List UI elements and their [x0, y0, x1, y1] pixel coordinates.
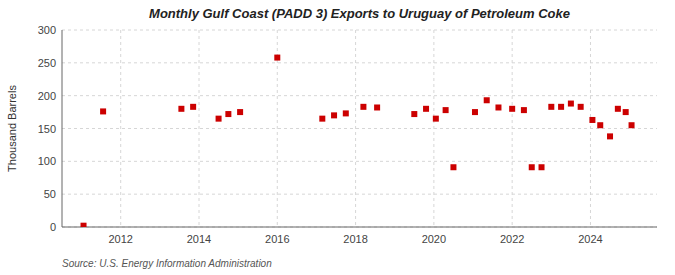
point	[597, 122, 603, 128]
y-grid-line	[62, 95, 657, 96]
point	[360, 104, 366, 110]
point	[495, 104, 501, 110]
point	[225, 111, 231, 117]
x-tick-label: 2014	[187, 233, 211, 245]
x-grid-line	[355, 30, 356, 227]
point	[190, 104, 196, 110]
x-tick-label: 2012	[108, 233, 132, 245]
point	[548, 104, 554, 110]
x-tick-label: 2024	[578, 233, 602, 245]
plot-area	[62, 30, 657, 227]
point	[558, 104, 564, 110]
y-tick-label: 150	[38, 123, 56, 135]
grid	[62, 30, 657, 227]
point	[274, 55, 280, 61]
point	[529, 164, 535, 170]
y-tick-label: 0	[50, 221, 56, 233]
point	[472, 109, 478, 115]
point	[423, 106, 429, 112]
points	[81, 55, 635, 227]
x-grid-line	[512, 30, 513, 227]
point	[81, 223, 87, 227]
point	[443, 107, 449, 113]
y-axis-line	[62, 30, 63, 227]
y-grid-line	[62, 30, 657, 31]
point	[331, 112, 337, 118]
y-tick-label: 50	[44, 188, 56, 200]
x-tick-label: 2020	[422, 233, 446, 245]
y-grid-line	[62, 128, 657, 129]
title: Monthly Gulf Coast (PADD 3) Exports to U…	[149, 6, 570, 21]
point	[615, 106, 621, 112]
y-grid-line	[62, 62, 657, 63]
point	[607, 133, 613, 139]
x-grid-line	[590, 30, 591, 227]
y-axis-label: Thousand Barrels	[6, 85, 18, 172]
point	[374, 104, 380, 110]
y-tick-label: 100	[38, 155, 56, 167]
y-grid-line	[62, 161, 657, 162]
point	[411, 111, 417, 117]
point	[629, 122, 635, 128]
point	[568, 101, 574, 107]
point	[237, 109, 243, 115]
point	[319, 116, 325, 122]
point	[484, 97, 490, 103]
x-grid-line	[433, 30, 434, 227]
x-axis-line	[62, 227, 657, 228]
y-grid-line	[62, 227, 657, 228]
point	[450, 164, 456, 170]
point	[589, 117, 595, 123]
x-tick-label: 2018	[343, 233, 367, 245]
y-tick-label: 250	[38, 57, 56, 69]
y-tick-label: 200	[38, 90, 56, 102]
point	[433, 116, 439, 122]
x-tick-label: 2022	[500, 233, 524, 245]
x-grid-line	[120, 30, 121, 227]
point	[100, 108, 106, 114]
x-grid-line	[199, 30, 200, 227]
y-grid-line	[62, 194, 657, 195]
point	[623, 109, 629, 115]
x-tick-label: 2016	[265, 233, 289, 245]
point	[343, 110, 349, 116]
point	[216, 116, 222, 122]
point	[178, 106, 184, 112]
chart: 0 50 100 150 200 250 300 2012 2014 2016 2018 2020 20…	[0, 0, 675, 275]
source-note: Source: U.S. Energy Information Administ…	[62, 258, 272, 269]
point	[521, 107, 527, 113]
point	[578, 104, 584, 110]
point	[509, 106, 515, 112]
y-tick-label: 300	[38, 24, 56, 36]
point	[539, 164, 545, 170]
